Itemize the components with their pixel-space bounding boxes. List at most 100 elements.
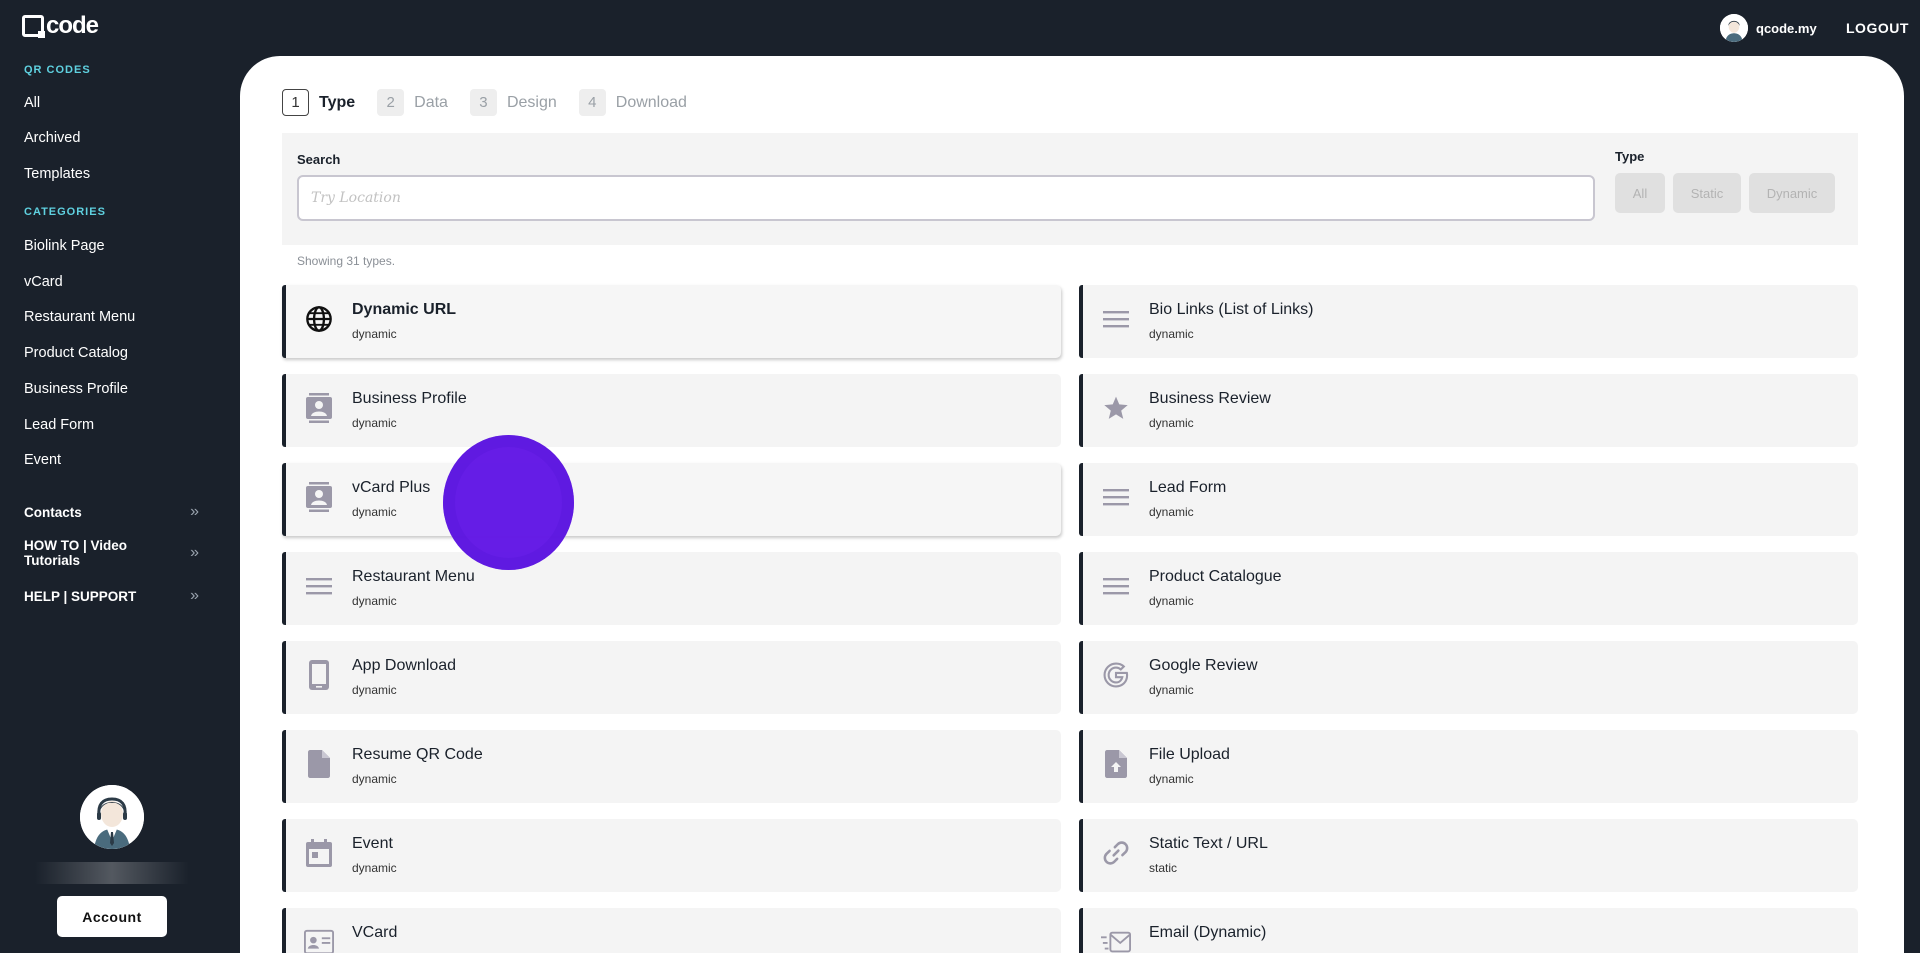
card-title: VCard: [352, 924, 398, 941]
user-avatar-icon: [1720, 14, 1748, 42]
user-avatar-small: [1720, 14, 1748, 42]
sidebar-item-event[interactable]: Event: [24, 452, 62, 468]
globe-icon: [304, 304, 334, 334]
qr-type-card[interactable]: File Upload dynamic: [1079, 730, 1858, 803]
card-subtitle: dynamic: [1149, 772, 1194, 786]
sidebar-item-all[interactable]: All: [24, 95, 41, 111]
card-subtitle: dynamic: [352, 594, 397, 608]
click-indicator: [443, 435, 574, 570]
sidebar-item-lead-form[interactable]: Lead Form: [24, 417, 95, 433]
step-type[interactable]: 1 Type: [282, 89, 355, 116]
card-title: Bio Links (List of Links): [1149, 301, 1314, 318]
step-download[interactable]: 4 Download: [578, 89, 687, 116]
sidebar-expand-label: HOW TO | Video Tutorials: [24, 538, 128, 568]
search-input[interactable]: [297, 175, 1595, 221]
card-title: Dynamic URL: [352, 301, 457, 318]
qr-type-card[interactable]: Google Review dynamic: [1079, 641, 1858, 714]
account-button[interactable]: Account: [57, 896, 167, 937]
sidebar-item-biolink-page[interactable]: Biolink Page: [24, 238, 105, 254]
avatar: [80, 785, 144, 849]
sidebar-item-business-profile[interactable]: Business Profile: [24, 381, 128, 397]
qr-type-card[interactable]: Bio Links (List of Links) dynamic: [1079, 285, 1858, 358]
step-number: 1: [282, 89, 309, 116]
avatar-glow: [35, 862, 189, 884]
calendar-icon: [304, 838, 334, 868]
card-subtitle: dynamic: [1149, 505, 1194, 519]
chevron-double-right-icon: »: [190, 544, 199, 561]
card-title: Business Review: [1149, 390, 1271, 407]
card-title: Resume QR Code: [352, 746, 483, 763]
card-title: Email (Dynamic): [1149, 924, 1267, 941]
brand-logo[interactable]: code: [22, 12, 99, 39]
card-title: Static Text / URL: [1149, 835, 1268, 852]
sidebar: code QR CODES All Archived Templates CAT…: [0, 0, 240, 953]
user-menu[interactable]: qcode.my: [1720, 14, 1817, 42]
sidebar-item-vcard[interactable]: vCard: [24, 274, 63, 290]
qr-type-card[interactable]: Business Review dynamic: [1079, 374, 1858, 447]
card-subtitle: dynamic: [1149, 327, 1194, 341]
qr-type-card[interactable]: Product Catalogue dynamic: [1079, 552, 1858, 625]
google-g-icon: [1101, 660, 1131, 690]
card-title: Event: [352, 835, 393, 852]
step-label: Download: [615, 93, 687, 111]
step-data[interactable]: 2 Data: [377, 89, 448, 116]
sidebar-expand-contacts[interactable]: Contacts »: [24, 503, 199, 521]
type-filter-dynamic[interactable]: Dynamic: [1749, 173, 1835, 213]
qr-type-card[interactable]: Business Profile dynamic: [282, 374, 1061, 447]
section-heading-qr-codes: QR CODES: [24, 64, 91, 76]
step-number: 2: [377, 89, 405, 116]
qr-logo-icon: [22, 15, 45, 38]
sidebar-expand-video-tutorials[interactable]: HOW TO | Video Tutorials »: [24, 538, 199, 568]
sidebar-expand-help-support[interactable]: HELP | SUPPORT »: [24, 587, 199, 605]
search-panel: Search Type All Static Dynamic: [282, 133, 1858, 245]
menu-lines-icon: [1101, 304, 1131, 334]
brand-logo-text: code: [46, 12, 99, 39]
step-label: Design: [506, 93, 557, 111]
type-filter-static[interactable]: Static: [1673, 173, 1741, 213]
sidebar-item-templates[interactable]: Templates: [24, 166, 91, 182]
card-title: File Upload: [1149, 746, 1230, 763]
qr-type-card[interactable]: VCard: [282, 908, 1061, 953]
user-avatar-icon: [80, 785, 144, 849]
sidebar-item-archived[interactable]: Archived: [24, 130, 81, 146]
card-title: App Download: [352, 657, 457, 674]
section-heading-categories: CATEGORIES: [24, 206, 106, 218]
card-subtitle: dynamic: [352, 327, 397, 341]
card-title: Google Review: [1149, 657, 1258, 674]
qr-type-card[interactable]: Restaurant Menu dynamic: [282, 552, 1061, 625]
card-subtitle: dynamic: [352, 772, 397, 786]
qr-type-card[interactable]: App Download dynamic: [282, 641, 1061, 714]
qr-type-card[interactable]: vCard Plus dynamic: [282, 463, 1061, 536]
phone-icon: [304, 660, 334, 690]
card-subtitle: dynamic: [352, 683, 397, 697]
wizard-steps: 1 Type 2 Data 3 Design 4 Download: [282, 89, 687, 116]
card-subtitle: dynamic: [352, 505, 397, 519]
type-filter-group: All Static Dynamic: [1615, 173, 1835, 213]
qr-type-card[interactable]: Dynamic URL dynamic: [282, 285, 1061, 358]
contact-card-icon: [304, 393, 334, 423]
menu-lines-icon: [1101, 482, 1131, 512]
chevron-double-right-icon: »: [190, 587, 199, 604]
step-label: Data: [414, 93, 448, 111]
card-subtitle: dynamic: [352, 861, 397, 875]
qr-type-card[interactable]: Event dynamic: [282, 819, 1061, 892]
card-title: vCard Plus: [352, 479, 431, 496]
id-card-icon: [304, 927, 334, 953]
card-subtitle: dynamic: [1149, 594, 1194, 608]
contact-card-icon: [304, 482, 334, 512]
menu-lines-icon: [304, 571, 334, 601]
qr-type-card[interactable]: Email (Dynamic): [1079, 908, 1858, 953]
results-count: Showing 31 types.: [297, 254, 396, 268]
chevron-double-right-icon: »: [190, 503, 199, 520]
qr-type-card[interactable]: Lead Form dynamic: [1079, 463, 1858, 536]
qr-type-card[interactable]: Static Text / URL static: [1079, 819, 1858, 892]
search-label: Search: [297, 152, 341, 167]
step-design[interactable]: 3 Design: [469, 89, 557, 116]
step-number: 3: [469, 89, 497, 116]
logout-button[interactable]: LOGOUT: [1846, 20, 1909, 36]
qr-type-card[interactable]: Resume QR Code dynamic: [282, 730, 1061, 803]
sidebar-item-product-catalog[interactable]: Product Catalog: [24, 345, 128, 361]
type-filter-all[interactable]: All: [1615, 173, 1665, 213]
sidebar-item-restaurant-menu[interactable]: Restaurant Menu: [24, 309, 136, 325]
card-subtitle: dynamic: [352, 416, 397, 430]
